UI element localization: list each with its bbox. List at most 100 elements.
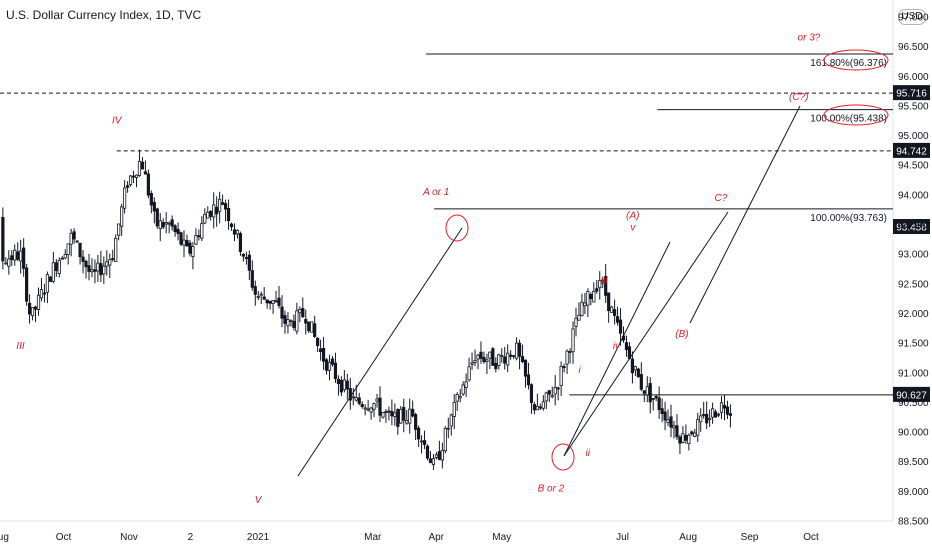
candle-body xyxy=(295,310,299,332)
candle-body xyxy=(7,258,11,267)
candle-body xyxy=(200,223,204,239)
candle-body xyxy=(274,300,278,303)
candle-body xyxy=(185,240,189,247)
candle-body xyxy=(262,296,266,300)
candle-body xyxy=(476,354,480,360)
candle-body xyxy=(310,321,314,333)
candle-body xyxy=(642,390,646,394)
candle-body xyxy=(36,294,41,310)
candle-body xyxy=(170,219,174,227)
candle-body xyxy=(657,397,661,410)
price-tick-label: 89.500 xyxy=(898,457,929,468)
price-tick-label: 91.500 xyxy=(898,339,929,350)
wave-label: A or 1 xyxy=(422,187,449,198)
candle-body xyxy=(307,321,311,332)
candle-body xyxy=(188,242,192,254)
candle-body xyxy=(485,359,489,363)
wave-label: (A) xyxy=(626,211,639,222)
candle-body xyxy=(253,286,257,295)
candle-body xyxy=(583,302,587,307)
currency-badge[interactable]: USD xyxy=(898,9,926,25)
candle-body xyxy=(108,259,112,266)
wave-label: v xyxy=(630,222,636,233)
candle-body xyxy=(128,175,133,185)
candle-body xyxy=(351,396,355,399)
candle-body xyxy=(375,398,379,402)
candle-body xyxy=(387,410,391,413)
price-tag-box xyxy=(893,85,930,101)
candle-body xyxy=(633,366,637,371)
level-label: 161.80%(96.376) xyxy=(810,58,887,69)
candle-body xyxy=(618,319,623,334)
candle-body xyxy=(330,358,335,365)
candle-body xyxy=(710,408,715,418)
candle-body xyxy=(654,396,658,399)
candle-body xyxy=(209,210,213,217)
price-tick-label: 96.000 xyxy=(898,72,929,83)
price-tick-label: 88.500 xyxy=(898,517,929,528)
candle-body xyxy=(556,387,560,390)
candle-body xyxy=(63,254,67,259)
level-label: 100.00%(95.438) xyxy=(810,114,887,125)
wave-label: ii xyxy=(586,448,591,459)
candle-body xyxy=(544,392,548,402)
wave-label: (B) xyxy=(675,329,688,340)
candle-body xyxy=(562,366,566,369)
candle-body xyxy=(610,306,614,313)
candle-body xyxy=(681,433,685,443)
candle-body xyxy=(194,235,198,245)
candle-body xyxy=(648,383,652,403)
candle-body xyxy=(354,397,358,401)
wave-label: iii xyxy=(601,276,608,287)
candle-body xyxy=(503,356,507,364)
candle-body xyxy=(417,427,421,440)
candle-body xyxy=(235,230,240,235)
wave-label: (C?) xyxy=(789,92,808,103)
candle-body xyxy=(402,406,406,421)
candle-body xyxy=(577,314,581,321)
candle-body xyxy=(176,228,180,234)
candle-body xyxy=(158,220,162,229)
candle-body xyxy=(60,257,64,260)
candle-body xyxy=(336,378,341,384)
candle-body xyxy=(719,402,724,413)
candle-body xyxy=(342,379,346,391)
wave-label: V xyxy=(255,495,263,506)
candle-body xyxy=(105,261,109,267)
candle-body xyxy=(630,358,635,374)
candle-body xyxy=(422,440,427,445)
candle-body xyxy=(143,171,148,175)
candle-body xyxy=(54,262,58,271)
circle-a-or-1 xyxy=(445,214,469,242)
candle-body xyxy=(660,408,664,414)
candle-body xyxy=(381,412,385,418)
time-tick-label: Apr xyxy=(428,532,444,543)
candle-body xyxy=(66,243,70,256)
candle-body xyxy=(69,232,73,245)
candle-body xyxy=(304,318,308,324)
trendline-b-to-c-upper xyxy=(563,211,729,457)
trendline-b-to-a xyxy=(563,241,671,457)
candle-body xyxy=(702,414,706,416)
candle-body xyxy=(568,351,572,353)
price-axis: 97.000 96.500 96.000 95.500 95.000 94.500 94.0… xyxy=(898,13,929,528)
candle-body xyxy=(45,274,50,293)
candle-body xyxy=(155,208,159,227)
candle-body xyxy=(586,290,590,306)
candle-body xyxy=(449,414,453,427)
candle-body xyxy=(301,308,305,318)
current-price-tag-box xyxy=(893,219,930,235)
time-tick-label: Aug xyxy=(679,532,697,543)
wave-label: B or 2 xyxy=(538,483,565,494)
candle-body xyxy=(538,406,542,409)
candle-body xyxy=(440,449,444,461)
candle-body xyxy=(87,265,91,272)
wave-label: III xyxy=(16,341,25,352)
time-tick-label: 2 xyxy=(188,532,194,543)
wave-label: i xyxy=(578,365,581,376)
candle-body xyxy=(25,267,29,302)
candle-series xyxy=(1,149,733,470)
candle-body xyxy=(283,315,287,324)
candle-body xyxy=(550,395,554,398)
